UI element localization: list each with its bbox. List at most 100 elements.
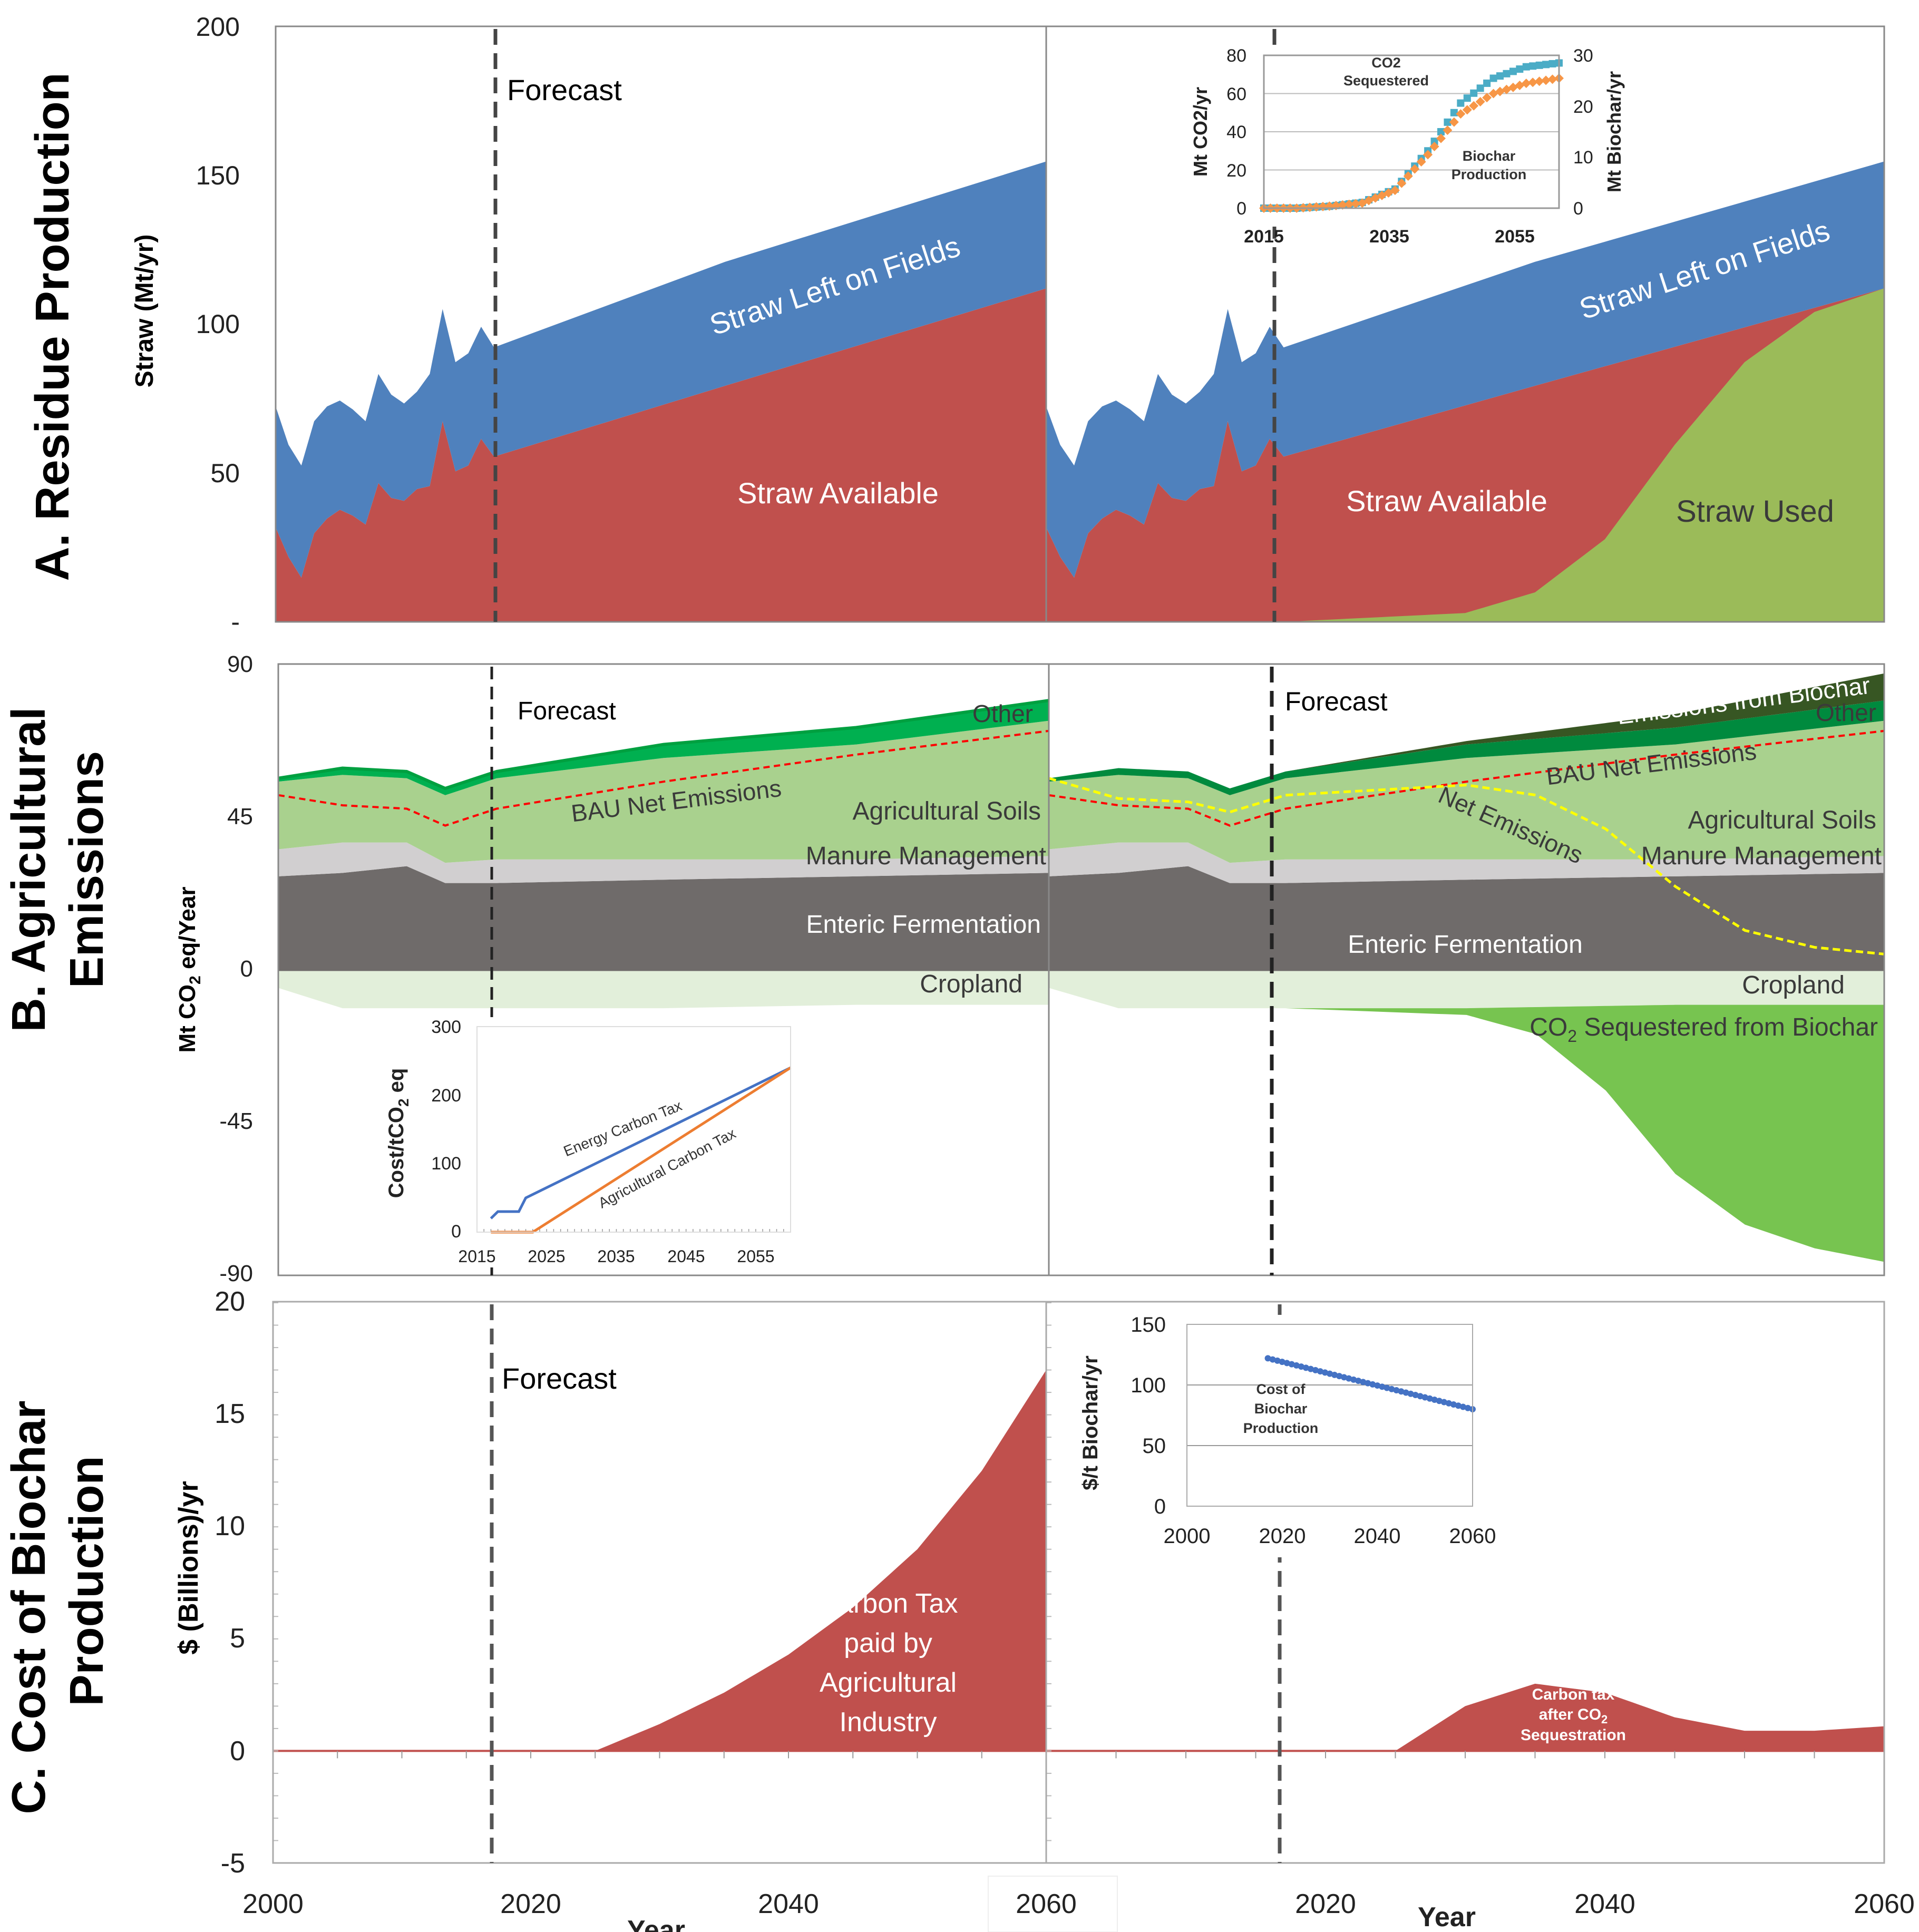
b-right-enteric-label: Enteric Fermentation: [1348, 931, 1583, 959]
c-left-label-1: Carbon Tax: [819, 1588, 958, 1619]
biochar-production-point: [1534, 76, 1544, 86]
co2-sequestered-point: [1542, 61, 1550, 69]
biochar-production-point: [1423, 150, 1433, 160]
panel-a-ylabel: Straw (Mt/yr): [131, 235, 159, 388]
biochar-cost-point: [1445, 1400, 1452, 1407]
a-ytick-150: 150: [196, 161, 240, 190]
panel-b-title-2: Emissions: [61, 751, 113, 988]
biochar-cost-point: [1341, 1374, 1348, 1381]
b-inset-xtick-2035: 2035: [597, 1247, 635, 1266]
biochar-production-point: [1469, 101, 1479, 111]
b-left-cropland-label: Cropland: [920, 970, 1022, 998]
c-ytick-20: 20: [215, 1286, 245, 1317]
b-ytick-90: 90: [227, 651, 253, 677]
a-left-available-label: Straw Available: [737, 476, 939, 510]
biochar-cost-point: [1336, 1373, 1343, 1380]
c-inset: $/t Biochar/yr 150 100 50 0 2000 2020 20…: [1070, 1313, 1507, 1557]
c-forecast-label: Forecast: [502, 1362, 617, 1395]
panel-c-title-2: Production: [61, 1456, 113, 1706]
biochar-cost-point: [1393, 1387, 1400, 1394]
co2-sequestered-point: [1496, 72, 1504, 80]
b-right-forecast: Forecast: [1285, 687, 1388, 716]
a-ytick-100: 100: [196, 309, 240, 339]
biochar-cost-point: [1331, 1371, 1338, 1378]
c-right-label-1: Carbon tax: [1532, 1686, 1615, 1703]
panel-b-ylabel: Mt CO2 eq/Year: [174, 887, 204, 1053]
a-ytick-0: -: [231, 607, 240, 637]
panel-b-title-1: B. Agricultural: [3, 707, 55, 1032]
biochar-cost-point: [1412, 1392, 1419, 1399]
co2-sequestered-point: [1503, 70, 1511, 77]
biochar-cost-point: [1426, 1395, 1433, 1402]
biochar-production-point: [1521, 79, 1531, 89]
biochar-cost-point: [1346, 1375, 1352, 1382]
biochar-cost-point: [1398, 1388, 1405, 1395]
c-inset-label-3: Production: [1243, 1420, 1319, 1436]
bau-net-emissions-line: [278, 729, 1049, 827]
b-inset-ytick-300: 300: [431, 1017, 461, 1037]
other-emissions-area: [278, 700, 1049, 795]
biochar-cost-point: [1264, 1355, 1271, 1362]
co2-sequestered-point: [1548, 60, 1556, 67]
co2-sequestered-point: [1476, 84, 1484, 92]
biochar-cost-point: [1450, 1401, 1457, 1408]
co2-sequestered-point: [1437, 128, 1445, 135]
biochar-production-point: [1397, 178, 1407, 188]
biochar-cost-point: [1360, 1379, 1367, 1385]
biochar-production-point: [1482, 93, 1492, 103]
c-ytick-m5: -5: [221, 1848, 245, 1879]
a-left-plot: [276, 161, 1046, 622]
biochar-cost-point: [1421, 1394, 1428, 1401]
c-inset-label-2: Biochar: [1254, 1401, 1308, 1417]
b-inset-xtick-2015: 2015: [458, 1247, 495, 1266]
a-inset-xtick-2015: 2015: [1244, 227, 1284, 247]
straw-left-area: [276, 161, 1046, 578]
a-inset: Mt CO2/yr Mt Biochar/yr 80 60 40 20 0 30…: [1186, 46, 1625, 247]
panel-c-title-1: C. Cost of Biochar: [3, 1400, 55, 1814]
biochar-cost-point: [1350, 1376, 1357, 1383]
biochar-cost-point: [1327, 1370, 1333, 1377]
a-right-plot: [1046, 161, 1884, 622]
c-inset-plot: [1187, 1355, 1476, 1446]
b-ytick-m45: -45: [219, 1108, 253, 1134]
c-inset-xtick-2060: 2060: [1449, 1525, 1496, 1548]
net-emissions-line: [1048, 777, 1885, 955]
c-ytick-5: 5: [230, 1623, 245, 1654]
carbon-tax-paid-area: [273, 1370, 1046, 1751]
biochar-production-point: [1311, 202, 1321, 212]
cropland-area: [1049, 971, 1884, 1009]
c-xtick-2040: 2040: [758, 1889, 819, 1919]
co2-sequestered-point: [1483, 79, 1491, 87]
b-ytick-m90: -90: [219, 1261, 253, 1286]
c-xtick-2020: 2020: [500, 1889, 561, 1919]
c-xtick-2060: 2060: [1016, 1889, 1077, 1919]
b-inset-xtick-2025: 2025: [528, 1247, 565, 1266]
b-left-soils-label: Agricultural Soils: [853, 797, 1041, 825]
c-right-label-2b: 2: [1601, 1713, 1608, 1726]
b-inset-bg: [377, 1017, 798, 1265]
biochar-cost-point: [1288, 1361, 1295, 1368]
a-inset-ytick-0: 0: [1236, 199, 1246, 219]
b-right-seq-post: Sequestered from Biochar: [1577, 1013, 1878, 1041]
agricultural-soils-area: [1049, 720, 1884, 863]
panel-b: B. Agricultural Emissions Mt CO2 eq/Year…: [3, 651, 1885, 1286]
biochar-production-point: [1429, 142, 1439, 152]
co2-sequestered-point: [1516, 65, 1524, 73]
co2-sequestered-point: [1509, 67, 1517, 75]
straw-left-area: [1046, 161, 1884, 578]
biochar-cost-point: [1402, 1389, 1409, 1396]
biochar-cost-point: [1464, 1404, 1471, 1411]
biochar-cost-point: [1388, 1385, 1395, 1392]
biochar-production-point: [1305, 202, 1315, 212]
a-ytick-50: 50: [210, 458, 240, 488]
a-inset-ytick-20: 20: [1226, 161, 1246, 181]
biochar-production-point: [1436, 133, 1446, 143]
a-forecast-label: Forecast: [507, 73, 622, 106]
c-left-label-4: Industry: [840, 1707, 937, 1738]
b-right-frame: [1048, 663, 1885, 1276]
biochar-production-point: [1416, 157, 1426, 167]
c-right-xtick-2040: 2040: [1574, 1889, 1635, 1919]
c-inset-ytick-100: 100: [1131, 1374, 1166, 1397]
biochar-cost-point: [1379, 1383, 1386, 1390]
